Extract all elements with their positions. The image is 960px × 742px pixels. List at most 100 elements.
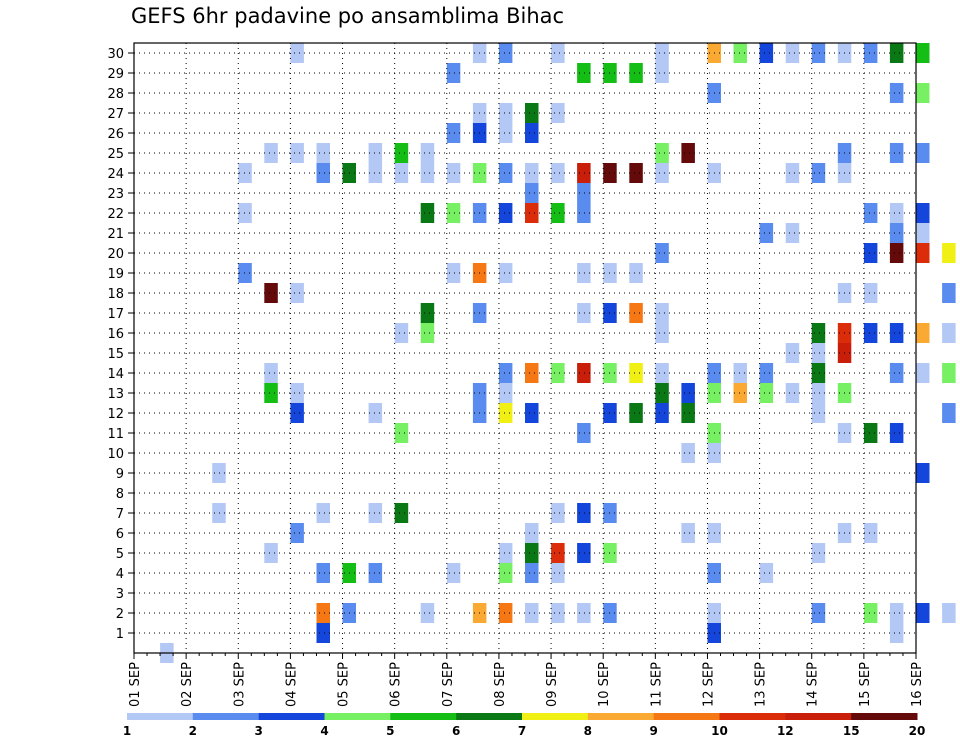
heatmap-cell	[916, 83, 930, 103]
x-tick-label: 14 SEP	[806, 662, 821, 707]
heatmap-cell	[811, 403, 826, 423]
heatmap-cell	[889, 203, 904, 223]
x-tick-label: 02 SEP	[180, 662, 195, 707]
heatmap-cell	[889, 83, 904, 103]
heatmap-cell	[655, 43, 669, 63]
heatmap-cell	[498, 203, 513, 223]
heatmap-cell	[525, 543, 539, 563]
y-tick-label: 20	[107, 247, 124, 262]
heatmap-cell	[264, 143, 278, 163]
heatmap-cell	[733, 363, 747, 383]
heatmap-cell	[551, 543, 565, 563]
heatmap-cell	[655, 163, 669, 183]
colorbar-segment	[258, 713, 325, 720]
heatmap-cell	[290, 43, 304, 63]
x-tick-label: 07 SEP	[441, 662, 456, 707]
heatmap-cell	[498, 103, 513, 123]
y-tick-label: 12	[107, 407, 124, 422]
heatmap-cell	[655, 143, 669, 163]
heatmap-cell	[394, 163, 409, 183]
heatmap-cell	[551, 163, 565, 183]
heatmap-cell	[316, 143, 330, 163]
heatmap-cell	[577, 543, 591, 563]
y-tick-label: 27	[107, 107, 124, 122]
heatmap-cell	[863, 523, 878, 543]
x-tick-label: 13 SEP	[754, 662, 769, 707]
heatmap-cell	[525, 563, 539, 583]
heatmap-cell	[498, 43, 513, 63]
x-tick-label: 04 SEP	[284, 662, 299, 707]
heatmap-cell	[316, 603, 330, 623]
heatmap-cell	[446, 203, 461, 223]
heatmap-cell	[264, 543, 278, 563]
y-tick-label: 15	[107, 347, 124, 362]
heatmap-cell	[629, 163, 643, 183]
heatmap-cell	[420, 303, 435, 323]
y-tick-label: 13	[107, 387, 124, 402]
heatmap-cell	[368, 563, 383, 583]
colorbar-segment	[390, 713, 457, 720]
heatmap-cell	[811, 343, 826, 363]
heatmap-cell	[577, 163, 591, 183]
y-tick-label: 19	[107, 267, 124, 282]
heatmap-cell	[498, 543, 513, 563]
heatmap-cell	[655, 323, 669, 343]
heatmap-cell	[889, 603, 904, 623]
y-tick-label: 2	[116, 607, 124, 622]
heatmap-cell	[446, 63, 461, 83]
heatmap-cell	[681, 403, 695, 423]
heatmap-cell	[942, 363, 956, 383]
colorbar-segment	[127, 713, 194, 720]
colorbar-segment	[192, 713, 260, 720]
heatmap-cell	[368, 163, 383, 183]
heatmap-cell	[785, 163, 800, 183]
heatmap-cell	[238, 263, 252, 283]
colorbar-segment	[522, 713, 589, 720]
heatmap-cell	[655, 363, 669, 383]
colorbar-label: 1	[123, 724, 131, 738]
heatmap-cell	[525, 523, 539, 543]
heatmap-cell	[577, 63, 591, 83]
heatmap-cell	[525, 403, 539, 423]
heatmap-cell	[811, 323, 826, 343]
heatmap-cell	[655, 303, 669, 323]
heatmap-cell	[916, 223, 930, 243]
heatmap-cell	[525, 103, 539, 123]
heatmap-cell	[498, 263, 513, 283]
heatmap-cell	[394, 143, 409, 163]
colorbar-label: 7	[518, 724, 526, 738]
heatmap-cell	[394, 503, 409, 523]
colorbar-label: 2	[189, 724, 197, 738]
heatmap-cell	[889, 423, 904, 443]
heatmap-cell	[811, 543, 826, 563]
heatmap-cell	[446, 263, 461, 283]
heatmap-cell	[577, 423, 591, 443]
heatmap-cell	[863, 203, 878, 223]
heatmap-cell	[212, 503, 226, 523]
heatmap-cell	[811, 163, 826, 183]
y-tick-label: 8	[116, 487, 124, 502]
heatmap-cell	[577, 303, 591, 323]
heatmap-cell	[681, 143, 695, 163]
heatmap-cell	[290, 383, 304, 403]
heatmap-cell	[916, 143, 930, 163]
heatmap-cell	[759, 383, 774, 403]
heatmap-cell	[629, 403, 643, 423]
heatmap-cell	[551, 43, 565, 63]
heatmap-cell	[577, 363, 591, 383]
colorbar-label: 8	[584, 724, 592, 738]
colorbar-segment	[653, 713, 720, 720]
heatmap-cell	[655, 403, 669, 423]
heatmap-cell	[525, 363, 539, 383]
heatmap-cell	[916, 603, 930, 623]
heatmap-cell	[889, 223, 904, 243]
heatmap-cell	[863, 243, 878, 263]
heatmap-cell	[420, 163, 435, 183]
heatmap-cell	[238, 203, 252, 223]
heatmap-cell	[863, 283, 878, 303]
colorbar-segment	[587, 713, 655, 720]
heatmap-cell	[498, 363, 513, 383]
heatmap-cell	[577, 263, 591, 283]
heatmap-cell	[785, 223, 800, 243]
